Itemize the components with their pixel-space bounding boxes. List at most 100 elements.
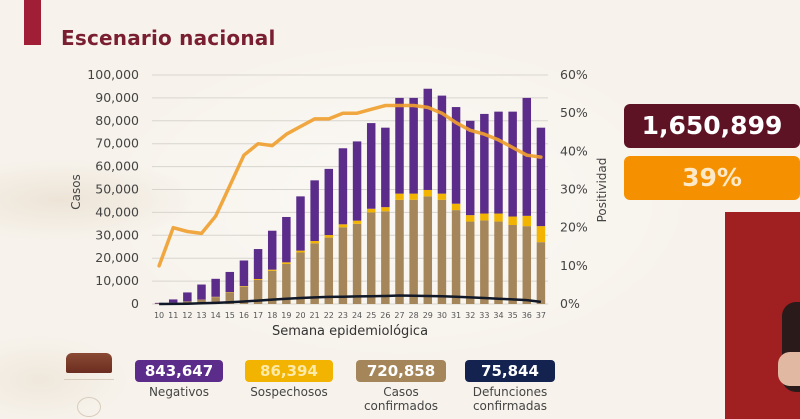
interpreter-hand [778,352,800,386]
bar-sospechosos [423,189,433,197]
bar-negativos [282,216,291,263]
lines [157,103,543,306]
bar-casos-confirmados [395,199,404,304]
bar-negativos [494,111,503,214]
x-tick-label: 20 [295,311,305,320]
x-tick-label: 34 [493,311,503,320]
bar-negativos [409,97,418,194]
legend-label-confirmados: Casos confirmados [363,385,439,413]
legend-value-negativos: 843,647 [135,360,223,382]
bar-negativos [154,302,164,304]
bar-casos-confirmados [282,263,291,304]
x-tick-label: 30 [437,311,447,320]
legend-value-sospechosos: 86,394 [245,360,333,382]
bar-casos-confirmados [338,227,348,304]
bar-negativos [197,284,206,300]
bar-casos-confirmados [225,292,235,304]
y-tick-label: 40,000 [95,204,139,219]
bar-casos-confirmados [310,243,319,304]
bar-sospechosos [282,262,291,264]
legend-label-sospechosos: Sospechosos [250,385,328,399]
legend-value-confirmados: 720,858 [356,360,446,382]
y-tick-label: 0 [131,296,139,311]
bar-casos-confirmados [296,252,305,304]
bar-sospechosos [338,224,348,228]
y-tick-label: 30,000 [95,227,139,242]
y-tick-label: 10,000 [95,273,139,288]
y-axis-title: Casos [69,174,83,210]
bar-sospechosos [395,193,404,200]
bar-negativos [310,180,319,242]
bar-negativos [324,168,334,236]
x-tick-label: 28 [409,311,419,320]
line-positividad [157,103,543,268]
x-tick-label: 22 [324,311,334,320]
bar-casos-confirmados [366,212,376,304]
y-tick-label: 60,000 [95,159,139,174]
bar-sospechosos [310,241,319,244]
bar-casos-confirmados [197,299,206,304]
x-tick-label: 13 [196,311,206,320]
bar-negativos [381,127,390,208]
bar-casos-confirmados [423,196,433,304]
bar-casos-confirmados [465,221,475,304]
y-tick-label: 50,000 [95,182,139,197]
bar-sospechosos [381,207,390,212]
x-tick-label: 23 [338,311,348,320]
legend-defunciones: 75,844 Defunciones confirmadas [464,360,556,413]
y2-tick-label: 20% [560,220,588,235]
bar-sospechosos [494,213,503,222]
legend-value-defunciones: 75,844 [465,360,555,382]
x-tick-label: 24 [352,311,362,320]
x-tick-label: 32 [465,311,475,320]
bar-negativos [437,95,447,194]
legend-label-negativos: Negativos [148,385,210,399]
page-title: Escenario nacional [61,26,276,50]
bar-casos-confirmados [494,221,503,304]
x-tick-label: 19 [281,311,291,320]
y-tick-label: 90,000 [95,90,139,105]
positivity-badge: 39% [624,156,800,200]
y2-tick-label: 0% [560,296,580,311]
bar-casos-confirmados [437,199,447,304]
y-tick-label: 80,000 [95,113,139,128]
bar-casos-confirmados [211,297,220,304]
logo-crowd-icon [66,353,112,373]
bar-negativos [168,299,178,303]
bar-casos-confirmados [352,223,362,304]
bar-sospechosos [324,235,334,238]
bar-negativos [338,148,348,225]
bar-sospechosos [409,193,418,200]
x-axis-ticks: 10 11 12 13 14 15 16 17 18 19 20 21 22 23 24 25 26 27 28 29… [154,311,546,320]
y-tick-label: 20,000 [95,250,139,265]
bar-negativos [465,120,475,216]
x-tick-label: 36 [522,311,532,320]
y2-tick-label: 30% [560,182,588,197]
line-defunciones [159,294,542,306]
y2-axis-ticks: 0% 10% 20% 30% 40% 50% 60% [560,67,588,311]
x-tick-label: 37 [536,311,546,320]
bar-casos-confirmados [508,224,517,304]
bar-sospechosos [451,203,461,211]
bar-sospechosos [267,269,277,271]
bar-negativos [508,111,517,217]
bar-negativos [253,249,263,280]
x-tick-label: 35 [508,311,518,320]
bar-negativos [366,123,376,209]
bar-sospechosos [480,213,489,221]
bar-sospechosos [508,216,517,225]
bar-negativos [211,278,220,297]
legend-label-defunciones: Defunciones confirmadas [472,385,548,413]
legend-negativos: 843,647 Negativos [134,360,224,399]
bar-casos-confirmados [451,210,461,304]
y2-tick-label: 60% [560,67,588,82]
x-tick-label: 25 [366,311,376,320]
bar-negativos [267,230,277,270]
bar-negativos [225,271,235,293]
y2-tick-label: 40% [560,143,588,158]
x-tick-label: 18 [267,311,277,320]
y-tick-label: 100,000 [87,67,139,82]
y2-tick-label: 10% [560,258,588,273]
x-tick-label: 26 [380,311,390,320]
x-tick-label: 29 [423,311,433,320]
